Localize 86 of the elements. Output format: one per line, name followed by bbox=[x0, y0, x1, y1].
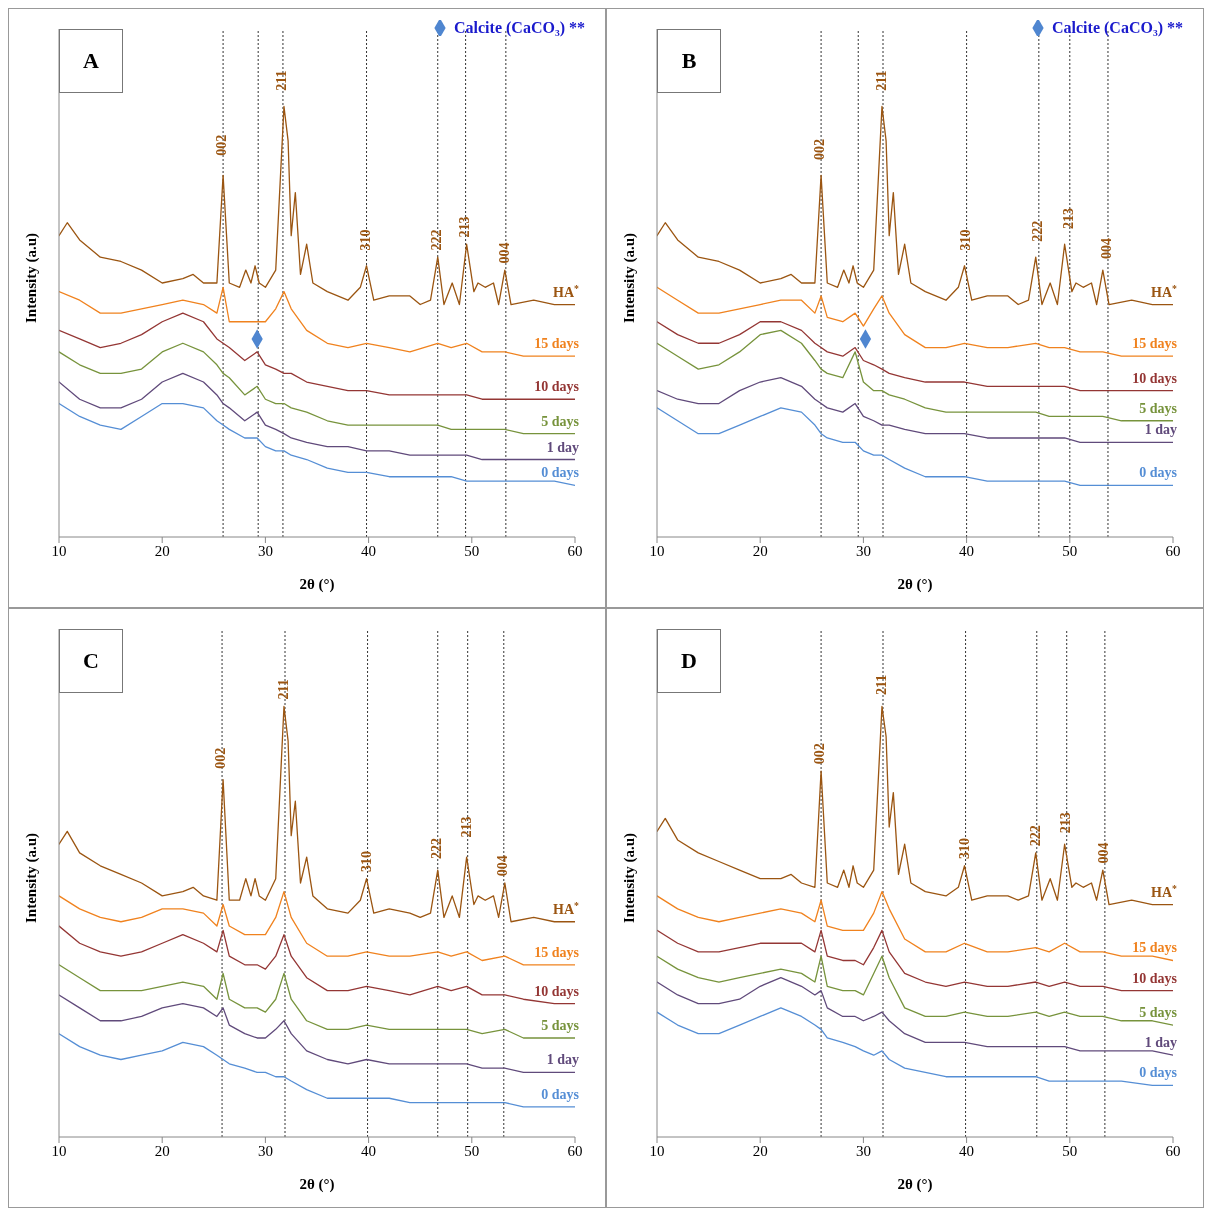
series-label: 0 days bbox=[541, 465, 580, 481]
chart-title: A bbox=[59, 29, 123, 93]
x-tick-label: 60 bbox=[1165, 542, 1181, 559]
series-label: 15 days bbox=[1132, 336, 1178, 352]
x-tick-label: 30 bbox=[257, 1142, 273, 1159]
annotation: 213 bbox=[456, 216, 472, 238]
annotation: 211 bbox=[874, 674, 890, 696]
x-tick-label: 40 bbox=[959, 1142, 975, 1159]
series-label: 1 day bbox=[1144, 422, 1177, 438]
annotation: 310 bbox=[957, 229, 973, 251]
annotation: 002 bbox=[214, 134, 230, 156]
series-label: 0 days bbox=[541, 1086, 580, 1102]
annotation: 310 bbox=[357, 229, 373, 251]
x-tick-label: 30 bbox=[855, 542, 871, 559]
x-tick-label: 60 bbox=[567, 1142, 583, 1159]
x-axis-title: 2θ (°) bbox=[897, 1176, 933, 1193]
y-axis-title: Intensity (a.u) bbox=[23, 232, 41, 323]
series-label: 10 days bbox=[534, 983, 580, 999]
annotation: 222 bbox=[428, 229, 444, 251]
chart-title: B bbox=[657, 29, 721, 93]
annotation: 222 bbox=[1030, 220, 1046, 242]
x-tick-label: 20 bbox=[154, 542, 170, 559]
series-label: HA$^{*}$ bbox=[1151, 882, 1178, 900]
series-label: 15 days bbox=[534, 944, 580, 960]
legend-label: Calcite (CaCO₃) ** bbox=[454, 19, 585, 37]
series-label: 1 day bbox=[1144, 1035, 1177, 1051]
legend-label: Calcite (CaCO₃) ** bbox=[1052, 19, 1183, 37]
x-tick-label: 20 bbox=[154, 1142, 170, 1159]
annotation: 002 bbox=[812, 743, 828, 765]
x-tick-label: 20 bbox=[752, 542, 768, 559]
series-label: 5 days bbox=[541, 413, 580, 429]
annotation: 213 bbox=[1057, 812, 1073, 834]
x-axis-title: 2θ (°) bbox=[299, 576, 335, 593]
series-label: 1 day bbox=[546, 439, 579, 455]
annotation: 222 bbox=[1027, 825, 1043, 847]
y-axis-title: Intensity (a.u) bbox=[621, 232, 639, 323]
chart-title: C bbox=[59, 629, 123, 693]
x-tick-label: 40 bbox=[361, 542, 377, 559]
x-tick-label: 50 bbox=[464, 1142, 480, 1159]
annotation: 004 bbox=[495, 855, 511, 877]
series-label: 1 day bbox=[546, 1052, 579, 1068]
x-tick-label: 20 bbox=[752, 1142, 768, 1159]
x-tick-label: 30 bbox=[257, 542, 273, 559]
annotation: 211 bbox=[276, 679, 292, 700]
annotation: 211 bbox=[874, 70, 890, 91]
series-label: 0 days bbox=[1139, 465, 1178, 481]
x-tick-label: 10 bbox=[51, 542, 67, 559]
series-label: 10 days bbox=[1132, 370, 1178, 386]
x-tick-label: 50 bbox=[1062, 1142, 1078, 1159]
annotation: 310 bbox=[358, 850, 374, 872]
chart-title: D bbox=[657, 629, 721, 693]
series-label: HA$^{*}$ bbox=[1151, 282, 1178, 300]
x-tick-label: 10 bbox=[649, 1142, 665, 1159]
x-tick-label: 10 bbox=[51, 1142, 67, 1159]
annotation: 004 bbox=[497, 242, 513, 264]
x-tick-label: 50 bbox=[1062, 542, 1078, 559]
series-label: 15 days bbox=[534, 336, 580, 352]
series-label: 0 days bbox=[1139, 1065, 1178, 1081]
annotation: 004 bbox=[1096, 842, 1112, 864]
x-tick-label: 10 bbox=[649, 542, 665, 559]
annotation: 213 bbox=[1061, 207, 1077, 229]
annotation: 004 bbox=[1099, 238, 1115, 260]
series-label: 10 days bbox=[1132, 970, 1178, 986]
series-label: 15 days bbox=[1132, 940, 1178, 956]
x-tick-label: 40 bbox=[959, 542, 975, 559]
series-label: HA$^{*}$ bbox=[553, 899, 580, 917]
series-label: 5 days bbox=[541, 1017, 580, 1033]
annotation: 222 bbox=[428, 838, 444, 860]
series-label: 5 days bbox=[1139, 1005, 1178, 1021]
annotation: 002 bbox=[213, 747, 229, 769]
annotation: 213 bbox=[458, 816, 474, 838]
x-tick-label: 30 bbox=[855, 1142, 871, 1159]
x-tick-label: 60 bbox=[1165, 1142, 1181, 1159]
x-tick-label: 50 bbox=[464, 542, 480, 559]
series-label: HA$^{*}$ bbox=[553, 282, 580, 300]
x-tick-label: 40 bbox=[361, 1142, 377, 1159]
annotation: 310 bbox=[956, 838, 972, 860]
x-tick-label: 60 bbox=[567, 542, 583, 559]
annotation: 002 bbox=[812, 139, 828, 161]
x-axis-title: 2θ (°) bbox=[299, 1176, 335, 1193]
annotation: 211 bbox=[274, 70, 290, 91]
x-axis-title: 2θ (°) bbox=[897, 576, 933, 593]
series-label: 5 days bbox=[1139, 400, 1178, 416]
y-axis-title: Intensity (a.u) bbox=[23, 832, 41, 923]
series-label: 10 days bbox=[534, 379, 580, 395]
y-axis-title: Intensity (a.u) bbox=[621, 832, 639, 923]
